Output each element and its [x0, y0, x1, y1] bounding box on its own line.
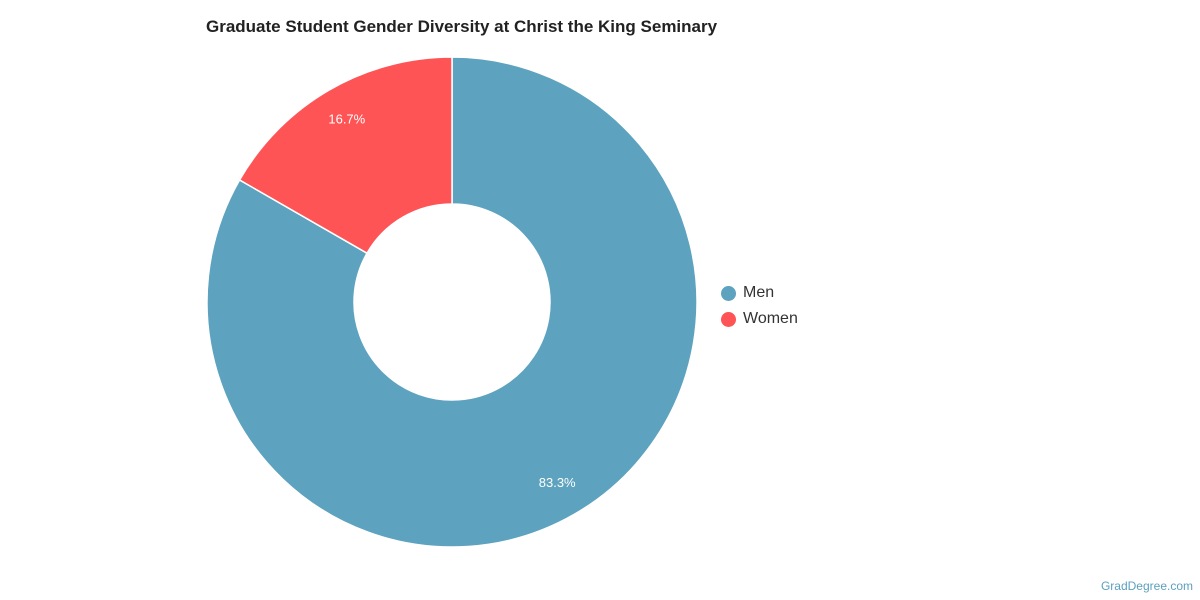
legend-swatch-men [721, 285, 736, 301]
legend: Men Women [721, 280, 798, 332]
slice-label-men: 83.3% [539, 475, 576, 490]
watermark-link[interactable]: GradDegree.com [1100, 579, 1193, 593]
legend-label-men: Men [743, 284, 775, 301]
legend-swatch-women [721, 311, 736, 327]
slice-women[interactable] [238, 56, 453, 255]
legend-label-women: Women [743, 310, 798, 327]
slice-label-women: 16.7% [328, 112, 365, 127]
legend-item-men[interactable]: Men [721, 280, 798, 306]
chart-title: Graduate Student Gender Diversity at Chr… [206, 17, 718, 36]
legend-item-women[interactable]: Women [721, 306, 798, 332]
slice-men[interactable] [206, 56, 698, 548]
